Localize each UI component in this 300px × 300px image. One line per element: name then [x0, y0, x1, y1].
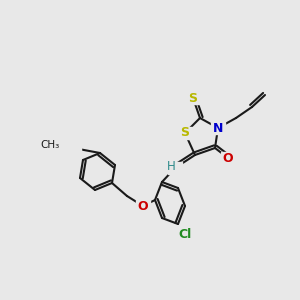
Polygon shape [168, 162, 182, 174]
Text: S: S [188, 92, 197, 104]
Polygon shape [175, 228, 195, 240]
Polygon shape [136, 200, 150, 212]
Text: O: O [138, 200, 148, 212]
Polygon shape [178, 127, 192, 139]
Text: H: H [167, 160, 176, 172]
Text: CH₃: CH₃ [41, 140, 60, 150]
Text: O: O [223, 152, 233, 164]
Text: S: S [181, 127, 190, 140]
Text: Cl: Cl [178, 227, 192, 241]
Text: N: N [213, 122, 223, 134]
Polygon shape [55, 141, 81, 153]
Polygon shape [186, 92, 200, 104]
Polygon shape [221, 152, 235, 164]
Polygon shape [211, 122, 225, 134]
